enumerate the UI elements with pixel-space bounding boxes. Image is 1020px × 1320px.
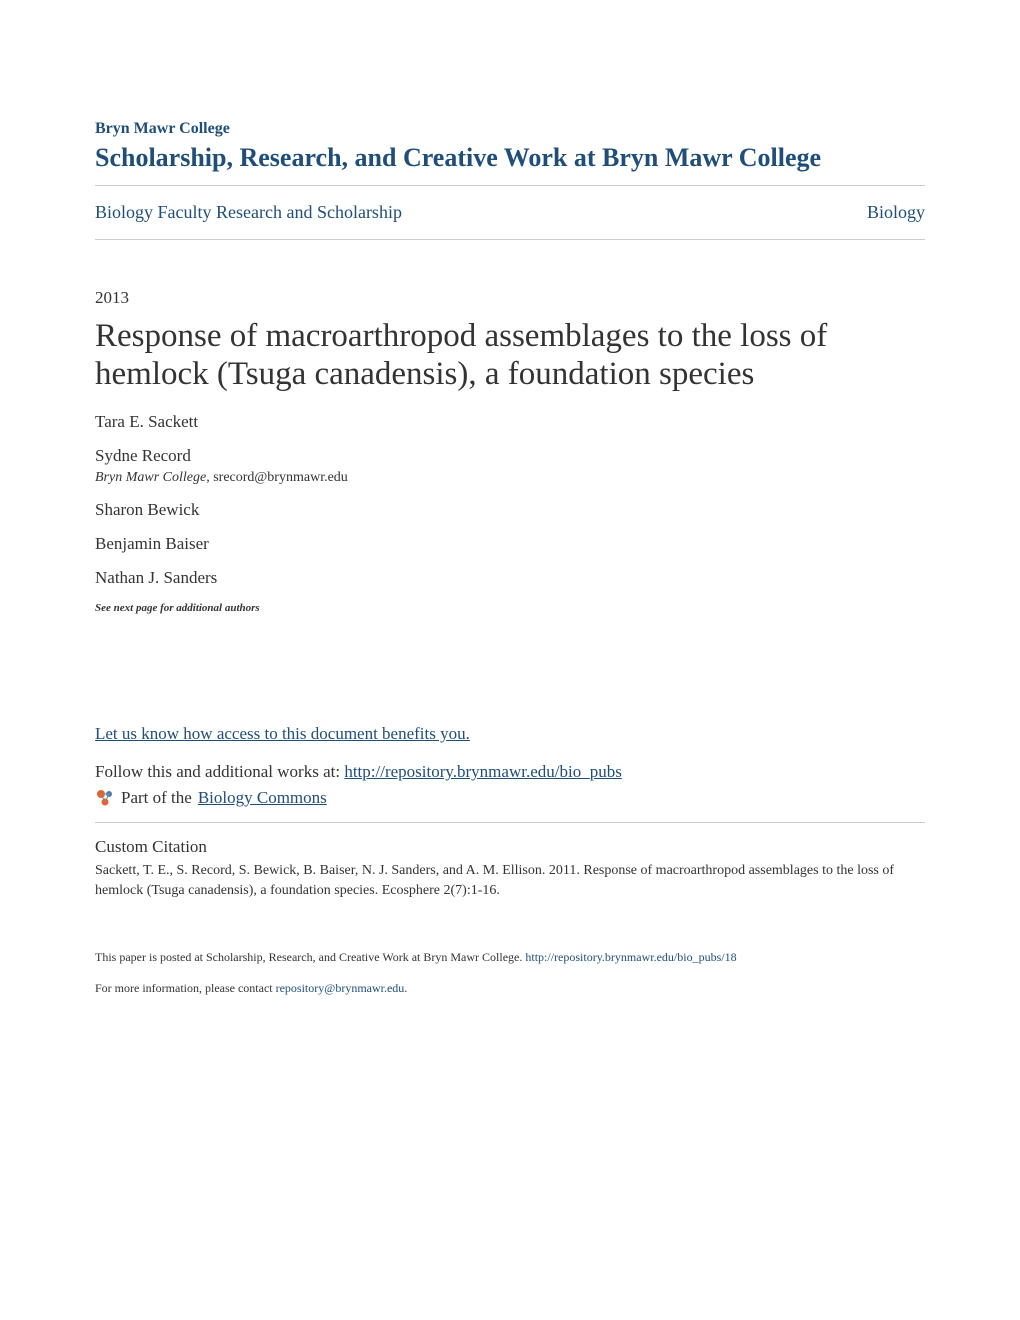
- author-name: Nathan J. Sanders: [95, 568, 217, 587]
- author-name: Sydne Record: [95, 446, 191, 465]
- footer-contact-suffix: .: [404, 981, 407, 995]
- author-affiliation: Bryn Mawr College: [95, 470, 206, 485]
- follow-prefix: Follow this and additional works at:: [95, 762, 344, 781]
- footer-posted-prefix: This paper is posted at Scholarship, Res…: [95, 950, 525, 964]
- publication-year: 2013: [95, 288, 925, 308]
- part-of-prefix: Part of the: [121, 788, 192, 808]
- repository-title[interactable]: Scholarship, Research, and Creative Work…: [95, 142, 925, 173]
- citation-heading: Custom Citation: [95, 837, 925, 857]
- footer-contact: For more information, please contact rep…: [95, 981, 925, 996]
- author-name: Tara E. Sackett: [95, 412, 198, 431]
- follow-url-link[interactable]: http://repository.brynmawr.edu/bio_pubs: [344, 762, 621, 781]
- authors-list: Tara E. Sackett Sydne Record Bryn Mawr C…: [95, 412, 925, 588]
- author-name: Benjamin Baiser: [95, 534, 209, 553]
- breadcrumb: Biology Faculty Research and Scholarship…: [95, 196, 925, 229]
- divider-top: [95, 185, 925, 186]
- footer-posted: This paper is posted at Scholarship, Res…: [95, 950, 925, 965]
- divider-breadcrumb: [95, 239, 925, 240]
- part-of-row: Part of the Biology Commons: [95, 788, 925, 808]
- footer-contact-email[interactable]: repository@brynmawr.edu: [276, 981, 405, 995]
- footer-posted-url[interactable]: http://repository.brynmawr.edu/bio_pubs/…: [525, 950, 736, 964]
- divider-citation: [95, 822, 925, 823]
- author-email: , srecord@brynmawr.edu: [206, 470, 348, 485]
- article-title: Response of macroarthropod assemblages t…: [95, 318, 925, 394]
- network-icon: [95, 788, 115, 808]
- breadcrumb-left[interactable]: Biology Faculty Research and Scholarship: [95, 202, 402, 223]
- author-1: Tara E. Sackett: [95, 412, 925, 432]
- citation-text: Sackett, T. E., S. Record, S. Bewick, B.…: [95, 861, 925, 900]
- footer-contact-prefix: For more information, please contact: [95, 981, 276, 995]
- author-5: Nathan J. Sanders: [95, 568, 925, 588]
- breadcrumb-right[interactable]: Biology: [867, 202, 925, 223]
- follow-text: Follow this and additional works at: htt…: [95, 762, 925, 782]
- author-3: Sharon Bewick: [95, 500, 925, 520]
- institution-name[interactable]: Bryn Mawr College: [95, 120, 925, 138]
- author-2: Sydne Record Bryn Mawr College, srecord@…: [95, 446, 925, 486]
- author-name: Sharon Bewick: [95, 500, 199, 519]
- see-next-page: See next page for additional authors: [95, 602, 925, 614]
- feedback-link[interactable]: Let us know how access to this document …: [95, 724, 925, 744]
- author-4: Benjamin Baiser: [95, 534, 925, 554]
- biology-commons-link[interactable]: Biology Commons: [198, 788, 327, 808]
- header: Bryn Mawr College Scholarship, Research,…: [95, 120, 925, 173]
